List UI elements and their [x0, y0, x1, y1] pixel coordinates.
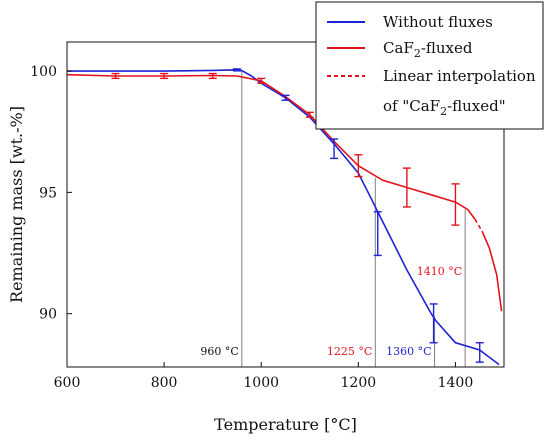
y-axis-title: Remaining mass [wt.-%] [7, 106, 26, 303]
error-bar-s1-2 [208, 72, 217, 80]
legend-label-caf2-fluxed: CaF2-fluxed [383, 39, 473, 60]
ticks-layer: 600 800 1000 1200 1400 90 95 100 [30, 64, 473, 391]
y-tick-label-0: 90 [39, 307, 57, 323]
legend: Without fluxes CaF2-fluxed Linear interp… [315, 1, 544, 130]
legend-label-without-fluxes: Without fluxes [383, 13, 493, 31]
annotation-label-1: 1225 °C [327, 345, 372, 358]
plot-frame [66, 41, 505, 368]
annotation-label-0: 960 °C [200, 345, 238, 358]
series-line-0 [67, 69, 500, 366]
x-tick-label-2: 1000 [243, 375, 279, 391]
legend-box [315, 1, 544, 130]
error-bar-s1-5 [354, 154, 363, 178]
error-bar-s0-2 [330, 138, 339, 160]
annotation-label-2: 1360 °C [386, 345, 431, 358]
error-bar-s0-1 [281, 94, 290, 101]
error-bar-s0-4 [429, 303, 438, 344]
series-line-2 [474, 218, 483, 232]
x-tick-label-0: 600 [54, 375, 81, 391]
x-tick-label-1: 800 [151, 375, 178, 391]
annotation-label-3: 1410 °C [417, 265, 462, 278]
error-bar-s0-5 [475, 342, 484, 363]
error-bar-s1-0 [111, 72, 120, 80]
plot-layer: 960 °C 1225 °C 1360 °C 1410 °C [66, 68, 503, 367]
y-tick-label-1: 95 [39, 185, 57, 201]
y-tick-label-2: 100 [30, 64, 57, 80]
x-tick-label-4: 1400 [438, 375, 474, 391]
error-bar-s1-7 [451, 183, 460, 226]
x-tick-label-3: 1200 [341, 375, 377, 391]
error-bar-s1-3 [257, 77, 266, 84]
x-axis-title: Temperature [°C] [214, 415, 357, 434]
legend-label-interpolation-line1: Linear interpolation [383, 67, 536, 85]
error-bar-s0-3 [373, 211, 382, 257]
error-bar-s0-0 [232, 68, 241, 72]
error-bar-s1-4 [305, 111, 314, 118]
legend-label-interpolation-line2: of "CaF2-fluxed" [383, 97, 506, 118]
error-bar-s1-6 [402, 167, 411, 208]
error-bar-s1-1 [160, 72, 169, 80]
series-line-3 [481, 230, 503, 312]
